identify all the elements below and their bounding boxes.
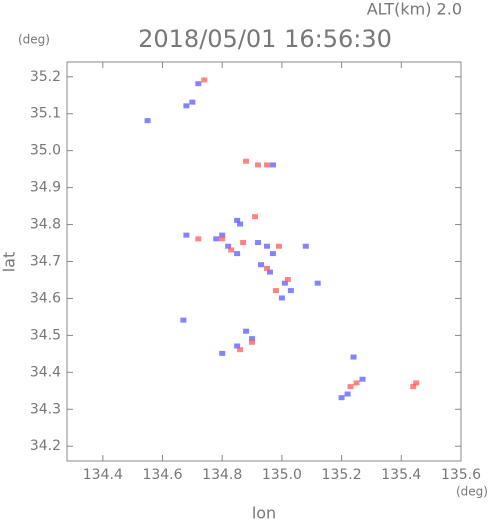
- echo-point: [252, 214, 259, 220]
- y-tick-label: 34.4: [30, 364, 61, 380]
- echo-point: [234, 251, 241, 257]
- chart-title: 2018/05/01 16:56:30: [138, 25, 392, 53]
- echo-point: [195, 81, 202, 87]
- echo-point: [314, 280, 321, 286]
- echo-point: [410, 384, 417, 390]
- echo-point: [243, 328, 250, 334]
- echo-point: [350, 354, 357, 360]
- x-unit: (deg): [456, 485, 488, 499]
- echo-point: [353, 380, 360, 386]
- echo-point: [240, 240, 247, 246]
- x-tick-label: 134.6: [142, 467, 182, 483]
- y-tick-label: 35.2: [30, 69, 61, 85]
- echo-point: [269, 251, 276, 257]
- y-tick-label: 34.3: [30, 401, 61, 417]
- echo-point: [284, 276, 291, 282]
- subtitle: ALT(km) 2.0: [367, 0, 462, 19]
- y-tick-label: 34.2: [30, 438, 61, 454]
- x-tick-label: 135.6: [441, 467, 481, 483]
- echo-point: [255, 240, 262, 246]
- x-tick-label: 135.2: [322, 467, 362, 483]
- echo-point: [219, 350, 226, 356]
- echo-point: [213, 236, 220, 242]
- echo-point: [225, 243, 232, 249]
- echo-point: [195, 236, 202, 242]
- y-tick-label: 34.8: [30, 217, 61, 233]
- echo-point: [263, 243, 270, 249]
- y-tick-label: 34.5: [30, 327, 61, 343]
- echo-point: [278, 295, 285, 301]
- echo-point: [263, 265, 270, 271]
- echo-point: [302, 243, 309, 249]
- echo-point: [180, 317, 187, 323]
- x-tick-label: 134.8: [202, 467, 242, 483]
- y-tick-label: 35.1: [30, 106, 61, 122]
- echo-point: [219, 236, 226, 242]
- echo-point: [189, 99, 196, 105]
- echo-point: [287, 288, 294, 294]
- echo-point: [249, 336, 256, 342]
- echo-point: [249, 339, 256, 345]
- y-tick-label: 35.0: [30, 143, 61, 159]
- echo-point: [413, 380, 420, 386]
- y-tick-label: 34.7: [30, 254, 61, 270]
- echo-point: [183, 232, 190, 238]
- echo-point: [338, 395, 345, 401]
- echo-point: [144, 118, 151, 124]
- echo-point: [269, 162, 276, 168]
- echo-point: [234, 343, 241, 349]
- echo-point: [275, 243, 282, 249]
- echo-point: [347, 384, 354, 390]
- echo-point: [234, 217, 241, 223]
- echo-point: [219, 232, 226, 238]
- echo-point: [281, 280, 288, 286]
- y-unit: (deg): [18, 33, 50, 47]
- echo-point: [201, 77, 208, 83]
- echo-point: [255, 162, 262, 168]
- echo-point: [183, 103, 190, 109]
- echo-point: [272, 288, 279, 294]
- x-tick-label: 134.4: [83, 467, 123, 483]
- echo-point: [237, 221, 244, 227]
- plot-frame: [66, 61, 462, 462]
- y-label: lat: [0, 252, 19, 273]
- echo-point: [243, 158, 250, 164]
- x-tick-label: 135.0: [262, 467, 302, 483]
- y-tick-label: 34.9: [30, 180, 61, 196]
- echo-point: [258, 262, 265, 268]
- echo-point: [263, 162, 270, 168]
- echo-point: [344, 391, 351, 397]
- echo-point: [359, 376, 366, 382]
- echo-point: [266, 269, 273, 275]
- echo-point: [228, 247, 235, 253]
- y-tick-label: 34.6: [30, 290, 61, 306]
- x-label: lon: [252, 504, 276, 521]
- x-tick-label: 135.4: [381, 467, 421, 483]
- echo-point: [237, 347, 244, 353]
